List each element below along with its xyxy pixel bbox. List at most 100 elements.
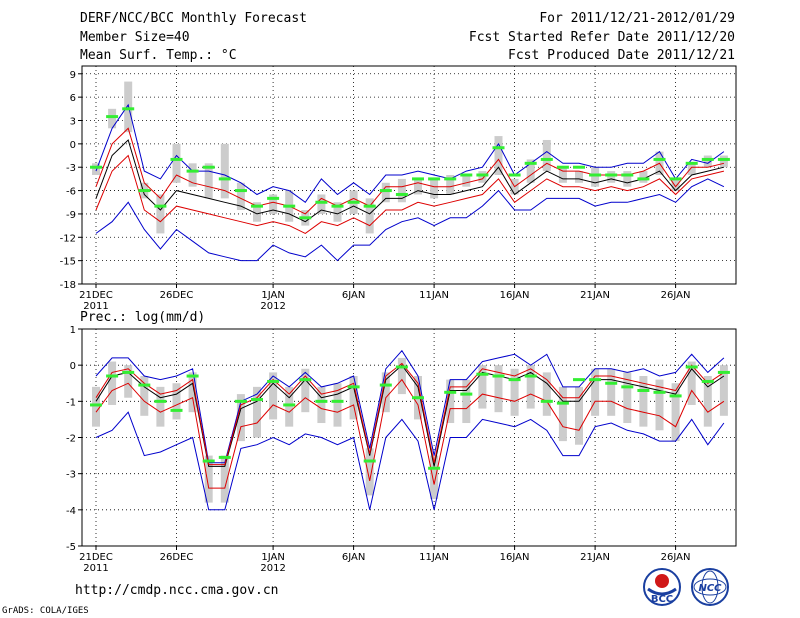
spread-box: [140, 376, 149, 416]
spread-box: [462, 379, 471, 424]
spread-box: [333, 383, 342, 427]
observed-marker: [363, 459, 376, 463]
observed-marker: [267, 196, 280, 200]
series-line-lower: [95, 154, 725, 234]
observed-marker: [283, 204, 296, 208]
spread-box: [526, 365, 535, 409]
observed-marker: [476, 173, 489, 177]
spread-box: [269, 194, 278, 214]
spread-box: [687, 361, 696, 405]
observed-marker: [524, 374, 537, 378]
ncc-logo-text: NCC: [698, 583, 722, 594]
spread-box: [317, 194, 326, 214]
spread-box: [703, 376, 712, 427]
observed-marker: [685, 161, 698, 165]
spread-box: [575, 386, 583, 445]
observed-marker: [492, 146, 505, 150]
grads-credit: GrADS: COLA/IGES: [2, 606, 89, 616]
spread-box: [671, 178, 680, 191]
spread-box: [108, 108, 117, 129]
y-tick-label: -9: [66, 210, 76, 221]
spread-box: [204, 455, 213, 503]
x-tick-label: 21DEC: [79, 552, 113, 563]
observed-marker: [395, 192, 408, 196]
spread-box: [397, 178, 406, 203]
y-tick-label: -15: [60, 257, 76, 268]
spread-box: [558, 386, 567, 442]
spread-box: [92, 386, 100, 427]
observed-marker: [460, 392, 473, 396]
spread-box: [623, 372, 632, 424]
x-tick-sublabel: 2011: [83, 563, 108, 574]
y-tick-label: -6: [66, 187, 76, 198]
spread-box: [510, 368, 519, 416]
observed-marker: [444, 177, 457, 181]
spread-box: [381, 182, 390, 203]
spread-box: [639, 376, 648, 427]
observed-marker: [379, 189, 392, 193]
observed-marker: [299, 378, 312, 382]
x-tick-label: 6JAN: [342, 290, 365, 301]
spread-box: [172, 383, 181, 420]
spread-box: [220, 455, 229, 503]
footer-url[interactable]: http://cmdp.ncc.cma.gov.cn: [75, 583, 279, 598]
x-tick-label: 1JAN: [261, 552, 284, 563]
spread-box: [542, 372, 551, 416]
observed-marker: [508, 378, 521, 382]
observed-marker: [170, 408, 183, 412]
y-tick-label: 1: [70, 325, 76, 336]
forecast-range: For 2011/12/21-2012/01/29: [539, 11, 735, 26]
spread-box: [397, 357, 406, 395]
spread-box: [623, 171, 632, 187]
spread-box: [607, 368, 616, 416]
spread-box: [188, 372, 197, 413]
spread-box: [204, 163, 213, 199]
observed-marker: [347, 385, 360, 389]
observed-marker: [540, 399, 553, 403]
series-line-lower: [95, 378, 725, 489]
spread-box: [92, 163, 100, 175]
observed-marker: [669, 177, 682, 181]
observed-marker: [202, 459, 215, 463]
y-tick-label: -5: [66, 542, 76, 553]
observed-marker: [476, 372, 489, 376]
observed-marker: [621, 385, 634, 389]
x-tick-sublabel: 2012: [260, 563, 285, 574]
observed-marker: [637, 388, 650, 392]
y-tick-label: -12: [60, 233, 76, 244]
spread-box: [430, 455, 439, 499]
observed-marker: [186, 169, 199, 173]
observed-marker: [589, 378, 602, 382]
observed-marker: [637, 177, 650, 181]
y-tick-label: -2: [66, 434, 76, 445]
spread-box: [365, 448, 374, 496]
observed-marker: [138, 189, 151, 193]
spread-box: [446, 175, 455, 195]
y-tick-label: 0: [70, 140, 76, 151]
observed-marker: [186, 374, 199, 378]
observed-marker: [347, 200, 360, 204]
observed-marker: [379, 383, 392, 387]
y-tick-label: 9: [70, 70, 76, 81]
spread-box: [671, 383, 680, 442]
observed-marker: [444, 390, 457, 394]
x-tick-label: 26DEC: [160, 290, 194, 301]
x-tick-label: 26JAN: [661, 290, 691, 301]
observed-marker: [556, 401, 569, 405]
variable-label: Mean Surf. Temp.: °C: [80, 48, 237, 63]
series-line-min: [95, 178, 725, 262]
spread-box: [301, 368, 310, 413]
y-tick-label: 0: [70, 361, 76, 372]
spread-box: [236, 182, 245, 211]
spread-box: [124, 365, 133, 398]
member-size: Member Size=40: [80, 30, 190, 45]
spread-box: [478, 365, 487, 409]
spread-box: [462, 175, 471, 187]
observed-marker: [170, 157, 183, 161]
spread-box: [591, 167, 600, 187]
fcst-produced-date: Fcst Produced Date 2011/12/21: [508, 48, 735, 63]
observed-marker: [106, 374, 119, 378]
series-line-max: [95, 103, 725, 204]
spread-box: [687, 163, 696, 175]
observed-marker: [605, 381, 618, 385]
